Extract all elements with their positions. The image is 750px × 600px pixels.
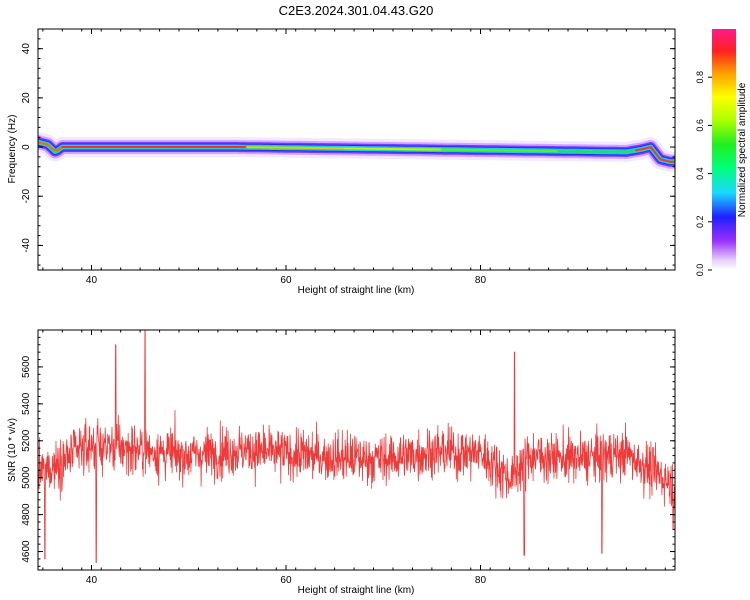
spectrogram-x-label: Height of straight line (km): [298, 285, 415, 296]
x-tick-label: 80: [475, 575, 487, 586]
snr-x-ticks: 40 60 80: [42, 330, 666, 586]
colorbar-label: Normalized spectral amplitude: [737, 82, 748, 217]
x-tick-label: 60: [280, 275, 292, 286]
snr-line: [38, 330, 675, 563]
y-tick-label: 5600: [21, 355, 32, 378]
colorbar-tick-label: 0.8: [695, 71, 705, 84]
snr-frame: [37, 329, 676, 571]
ridge-core-segment: [46, 143, 54, 151]
snr-y-label: SNR (10 * v/v): [7, 418, 18, 482]
spectrogram-panel: 40 60 80 -40 -20 0 20 40 Height of straight li…: [7, 28, 676, 296]
ridge-core-segment: [649, 146, 657, 155]
spectrogram-heatmap: [38, 132, 675, 172]
x-tick-label: 60: [280, 575, 292, 586]
y-tick-label: 4800: [21, 503, 32, 526]
chart-title: C2E3.2024.301.04.43.G20: [279, 3, 434, 18]
spectrogram-frame: [37, 28, 676, 271]
colorbar: 0.0 0.2 0.4 0.6 0.8 Normalized spectral ampl…: [695, 29, 748, 276]
snr-x-label: Height of straight line (km): [298, 585, 415, 596]
y-tick-label: 40: [21, 43, 32, 55]
x-tick-label: 40: [86, 275, 98, 286]
snr-y-ticks: 4600 4800 5000 5200 5400 5600: [21, 329, 675, 567]
snr-series: [38, 330, 675, 563]
y-tick-label: 20: [21, 92, 32, 104]
spectrogram-y-label: Frequency (Hz): [7, 115, 18, 184]
y-tick-label: 5400: [21, 392, 32, 415]
y-tick-label: 4600: [21, 540, 32, 563]
x-tick-label: 40: [86, 575, 98, 586]
y-tick-label: -20: [21, 189, 32, 204]
y-tick-label: 5000: [21, 466, 32, 489]
snr-panel: 40 60 80 4600 4800 5000 5200 5400 5600 Height o…: [7, 329, 676, 596]
spectrogram-y-ticks: -40 -20 0 20 40: [21, 28, 675, 266]
colorbar-tick-label: 0.2: [695, 216, 705, 229]
y-tick-label: 0: [21, 144, 32, 150]
colorbar-tick-label: 0.6: [695, 119, 705, 132]
y-tick-label: 5200: [21, 429, 32, 452]
colorbar-tick-label: 0.4: [695, 167, 705, 180]
colorbar-gradient: [712, 29, 736, 270]
colorbar-ticks: 0.0 0.2 0.4 0.6 0.8: [695, 71, 712, 276]
colorbar-tick-label: 0.0: [695, 264, 705, 277]
ridge-core-segment: [654, 152, 662, 161]
spectrogram-x-ticks: 40 60 80: [42, 29, 666, 286]
y-tick-label: -40: [21, 238, 32, 253]
x-tick-label: 80: [475, 275, 487, 286]
